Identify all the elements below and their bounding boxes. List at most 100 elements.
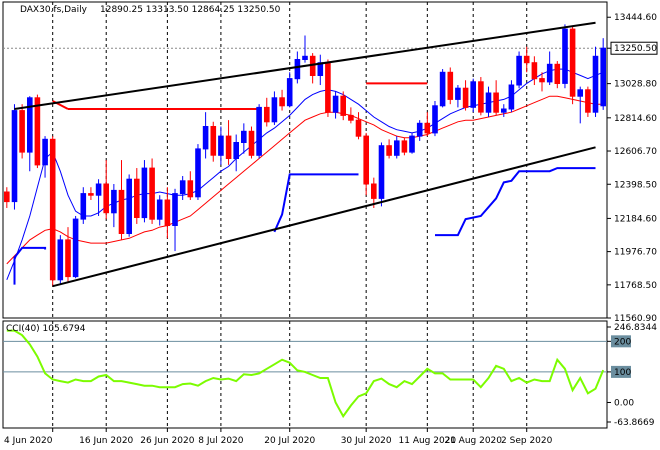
candle-body[interactable] — [340, 95, 346, 116]
candle-body[interactable] — [264, 106, 270, 123]
candle-body[interactable] — [409, 135, 415, 153]
candle-body[interactable] — [325, 62, 331, 113]
candle-body[interactable] — [172, 193, 178, 227]
candle-body[interactable] — [523, 55, 530, 64]
candle-body[interactable] — [355, 119, 362, 137]
candle-body[interactable] — [80, 193, 87, 220]
candle-body[interactable] — [57, 239, 64, 281]
time-tick-label: 8 Jul 2020 — [198, 436, 243, 446]
candle-body[interactable] — [554, 63, 561, 85]
candle-body[interactable] — [294, 59, 301, 80]
candle-body[interactable] — [478, 81, 484, 113]
candle-body[interactable] — [241, 130, 247, 144]
candle-body[interactable] — [141, 167, 148, 219]
time-tick-label: 11 Aug 2020 — [399, 436, 457, 446]
candle-body[interactable] — [585, 89, 591, 113]
candle-body[interactable] — [95, 183, 102, 196]
candle-body[interactable] — [439, 71, 446, 107]
cci-pane-frame — [2, 320, 608, 429]
candle-body[interactable] — [126, 178, 133, 234]
candle-body[interactable] — [34, 97, 41, 166]
candle-body[interactable] — [72, 218, 79, 278]
candle-body[interactable] — [225, 135, 232, 160]
candle-body[interactable] — [371, 183, 377, 199]
candle-body[interactable] — [577, 89, 584, 97]
candle-body[interactable] — [508, 84, 515, 110]
candle-body[interactable] — [394, 140, 400, 156]
candle-body[interactable] — [195, 148, 201, 198]
trend-line[interactable] — [52, 146, 596, 288]
price-tick-label: 11560.90 — [614, 314, 657, 324]
candle-body[interactable] — [271, 97, 278, 123]
candle-body[interactable] — [156, 199, 163, 220]
candle-body[interactable] — [363, 135, 369, 185]
candle-body[interactable] — [179, 180, 186, 195]
candle-body[interactable] — [210, 126, 217, 156]
candle-body[interactable] — [19, 110, 25, 153]
cci-line — [6, 329, 605, 419]
candle-body[interactable] — [539, 78, 545, 83]
candle-body[interactable] — [202, 126, 209, 150]
candle-body[interactable] — [348, 114, 354, 121]
last-price-label: 13250.50 — [614, 44, 657, 54]
candle-body[interactable] — [424, 122, 431, 134]
candle-body[interactable] — [378, 145, 385, 199]
candle-body[interactable] — [332, 95, 339, 113]
time-axis: 4 Jun 2020 16 Jun 2020 26 Jun 2020 8 Jul 20… — [4, 428, 553, 446]
candle-body[interactable] — [455, 87, 461, 100]
candle-body[interactable] — [302, 55, 308, 60]
candle-body[interactable] — [118, 189, 125, 234]
candle-body[interactable] — [470, 81, 476, 108]
price-pane[interactable]: 13444.60 13028.80 12814.60 12606.70 12398.50… — [2, 1, 658, 324]
time-tick-label: 16 Jun 2020 — [79, 436, 133, 446]
candle-body[interactable] — [600, 47, 607, 107]
candle-body[interactable] — [401, 140, 408, 153]
candle-body[interactable] — [164, 199, 171, 226]
candle-body[interactable] — [103, 183, 110, 214]
candle-body[interactable] — [386, 145, 392, 156]
cci-pane[interactable]: 246.8344 200 100 0.00 -63.8669 — [2, 320, 657, 429]
candle-body[interactable] — [531, 62, 538, 80]
candle-body[interactable] — [218, 135, 224, 156]
candle-body[interactable] — [592, 55, 599, 113]
time-tick-label: 20 Jul 2020 — [264, 436, 315, 446]
last-price-box — [610, 41, 658, 55]
candle-body[interactable] — [286, 78, 293, 107]
candle-body[interactable] — [416, 122, 423, 137]
trend-line[interactable] — [14, 21, 596, 110]
candle-body[interactable] — [562, 28, 568, 84]
candle-body[interactable] — [569, 28, 576, 97]
candle-body[interactable] — [447, 71, 454, 100]
candle-body[interactable] — [279, 97, 285, 107]
cci-tick-label: 0.00 — [614, 398, 634, 408]
price-tick-label: 11768.50 — [614, 281, 657, 291]
candle-body[interactable] — [134, 178, 140, 218]
candle-body[interactable] — [111, 189, 117, 214]
candle-body[interactable] — [149, 167, 155, 220]
candle-body[interactable] — [187, 180, 194, 198]
candle-body[interactable] — [432, 105, 438, 134]
candle-body[interactable] — [248, 130, 255, 156]
candle-body[interactable] — [4, 191, 10, 203]
candle-body[interactable] — [546, 63, 553, 83]
candle-body[interactable] — [49, 138, 56, 281]
candle-body[interactable] — [88, 193, 94, 196]
candle-body[interactable] — [256, 106, 262, 156]
time-tick-label: 4 Jun 2020 — [4, 436, 53, 446]
candle-body[interactable] — [501, 108, 507, 113]
candle-body[interactable] — [233, 142, 239, 159]
price-tick-label: 11976.70 — [614, 248, 657, 258]
candle-body[interactable] — [493, 92, 499, 113]
candle-body[interactable] — [11, 110, 18, 203]
support-step-line — [13, 246, 47, 285]
candle-body[interactable] — [65, 239, 71, 278]
candle-body[interactable] — [485, 92, 492, 113]
cci-tick-label: -63.8669 — [614, 418, 655, 428]
candle-body[interactable] — [462, 87, 469, 108]
candle-body[interactable] — [516, 55, 522, 86]
candle-body[interactable] — [27, 97, 33, 153]
cci-indicator-title: CCI(40) 105.6794 — [6, 324, 86, 334]
cci-tick-label: 246.8344 — [614, 323, 657, 333]
candle-body[interactable] — [42, 138, 48, 166]
